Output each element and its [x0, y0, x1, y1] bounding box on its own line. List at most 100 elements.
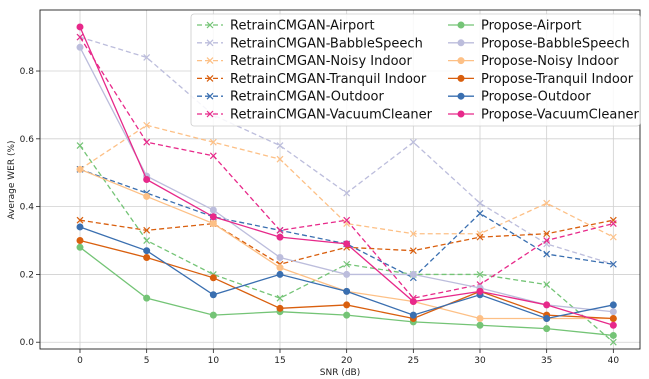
data-point: [209, 220, 217, 228]
data-point: [409, 311, 417, 319]
data-point: [276, 294, 284, 302]
legend-item: RetrainCMGAN-Tranquil Indoor: [197, 72, 427, 87]
data-point: [209, 152, 217, 160]
legend-label: RetrainCMGAN-BabbleSpeech: [230, 36, 423, 51]
legend-marker: [206, 21, 214, 29]
x-axis-label: SNR (dB): [320, 368, 360, 378]
data-point: [276, 233, 284, 241]
data-point: [276, 155, 284, 163]
data-point: [209, 311, 217, 319]
legend-item: RetrainCMGAN-Airport: [197, 19, 375, 34]
data-point: [609, 321, 617, 329]
data-point: [276, 142, 284, 150]
x-tick-label: 20: [341, 356, 353, 366]
data-point: [343, 240, 351, 248]
y-tick-label: 0.2: [20, 270, 34, 280]
y-tick-label: 0.0: [20, 338, 35, 348]
data-point: [476, 287, 484, 295]
data-point: [276, 226, 284, 234]
data-point: [209, 206, 217, 214]
ticks: 0 5 10 15 20 25 30 35 40 0.0 0.2 0.4 0.6 0.8: [20, 67, 620, 366]
legend-label: RetrainCMGAN-Tranquil Indoor: [230, 72, 427, 87]
data-point: [276, 253, 284, 261]
data-point: [609, 308, 617, 316]
legend-item: Propose-Airport: [448, 19, 582, 34]
data-point: [609, 220, 617, 227]
data-point: [476, 199, 484, 207]
data-point: [609, 314, 617, 322]
data-point: [476, 209, 484, 217]
legend-marker: [457, 74, 465, 82]
legend-marker: [457, 21, 465, 29]
data-point: [543, 230, 551, 238]
legend: RetrainCMGAN-Airport RetrainCMGAN-BabbleS…: [190, 13, 641, 127]
data-point: [143, 237, 151, 244]
data-point: [143, 176, 151, 183]
data-point: [76, 243, 84, 251]
data-point: [543, 250, 551, 258]
legend-label: Propose-Outdoor: [481, 90, 591, 105]
data-point: [276, 304, 284, 312]
data-point: [143, 294, 151, 302]
legend-marker: [457, 39, 465, 47]
y-axis-label: Average WER (%): [7, 140, 17, 219]
legend-item: Propose-Tranquil Indoor: [448, 72, 634, 87]
legend-item: RetrainCMGAN-VacuumCleaner: [197, 108, 433, 123]
legend-box: [190, 13, 641, 127]
data-point: [543, 325, 551, 333]
data-point: [343, 216, 351, 224]
legend-marker: [206, 74, 214, 82]
x-tick-label: 25: [408, 356, 419, 366]
legend-label: RetrainCMGAN-Noisy Indoor: [230, 54, 413, 69]
data-point: [143, 192, 151, 200]
data-point: [343, 270, 351, 278]
data-point: [143, 226, 151, 234]
legend-marker: [206, 110, 214, 118]
data-point: [143, 253, 151, 261]
data-point: [476, 314, 484, 322]
data-point: [209, 213, 217, 221]
legend-label: Propose-Airport: [481, 19, 582, 34]
data-point: [476, 270, 484, 278]
data-point: [409, 298, 417, 306]
legend-marker: [457, 110, 465, 118]
data-point: [76, 237, 84, 245]
data-point: [543, 281, 551, 289]
legend-marker: [206, 39, 214, 47]
x-tick-label: 0: [77, 356, 83, 366]
data-point: [343, 287, 351, 295]
legend-label: RetrainCMGAN-Outdoor: [230, 90, 384, 105]
y-tick-label: 0.8: [20, 67, 35, 77]
legend-label: RetrainCMGAN-Airport: [230, 19, 375, 34]
series-propose-babblespeech: [76, 43, 617, 316]
data-point: [476, 233, 484, 241]
legend-marker: [457, 92, 465, 100]
data-point: [543, 237, 551, 244]
data-point: [476, 321, 484, 329]
x-tick-label: 5: [144, 356, 150, 366]
data-point: [543, 314, 551, 322]
data-point: [143, 121, 151, 129]
data-point: [76, 216, 84, 224]
data-point: [276, 270, 284, 278]
legend-label: RetrainCMGAN-VacuumCleaner: [230, 108, 433, 123]
series-layer: [76, 23, 617, 346]
legend-item: Propose-Outdoor: [448, 90, 591, 105]
data-point: [609, 301, 617, 309]
legend-item: Propose-VacuumCleaner: [448, 108, 640, 123]
data-point: [343, 189, 351, 197]
data-point: [209, 138, 217, 146]
data-point: [209, 274, 217, 282]
data-point: [143, 247, 151, 255]
series-line: [79, 168, 614, 279]
data-point: [276, 264, 284, 272]
data-point: [343, 311, 351, 319]
series-line: [79, 36, 614, 299]
data-point: [76, 142, 84, 150]
y-tick-label: 0.6: [20, 135, 35, 145]
data-point: [76, 223, 84, 231]
legend-item: Propose-BabbleSpeech: [448, 36, 630, 51]
series-propose-airport: [76, 243, 617, 339]
data-point: [209, 291, 217, 299]
